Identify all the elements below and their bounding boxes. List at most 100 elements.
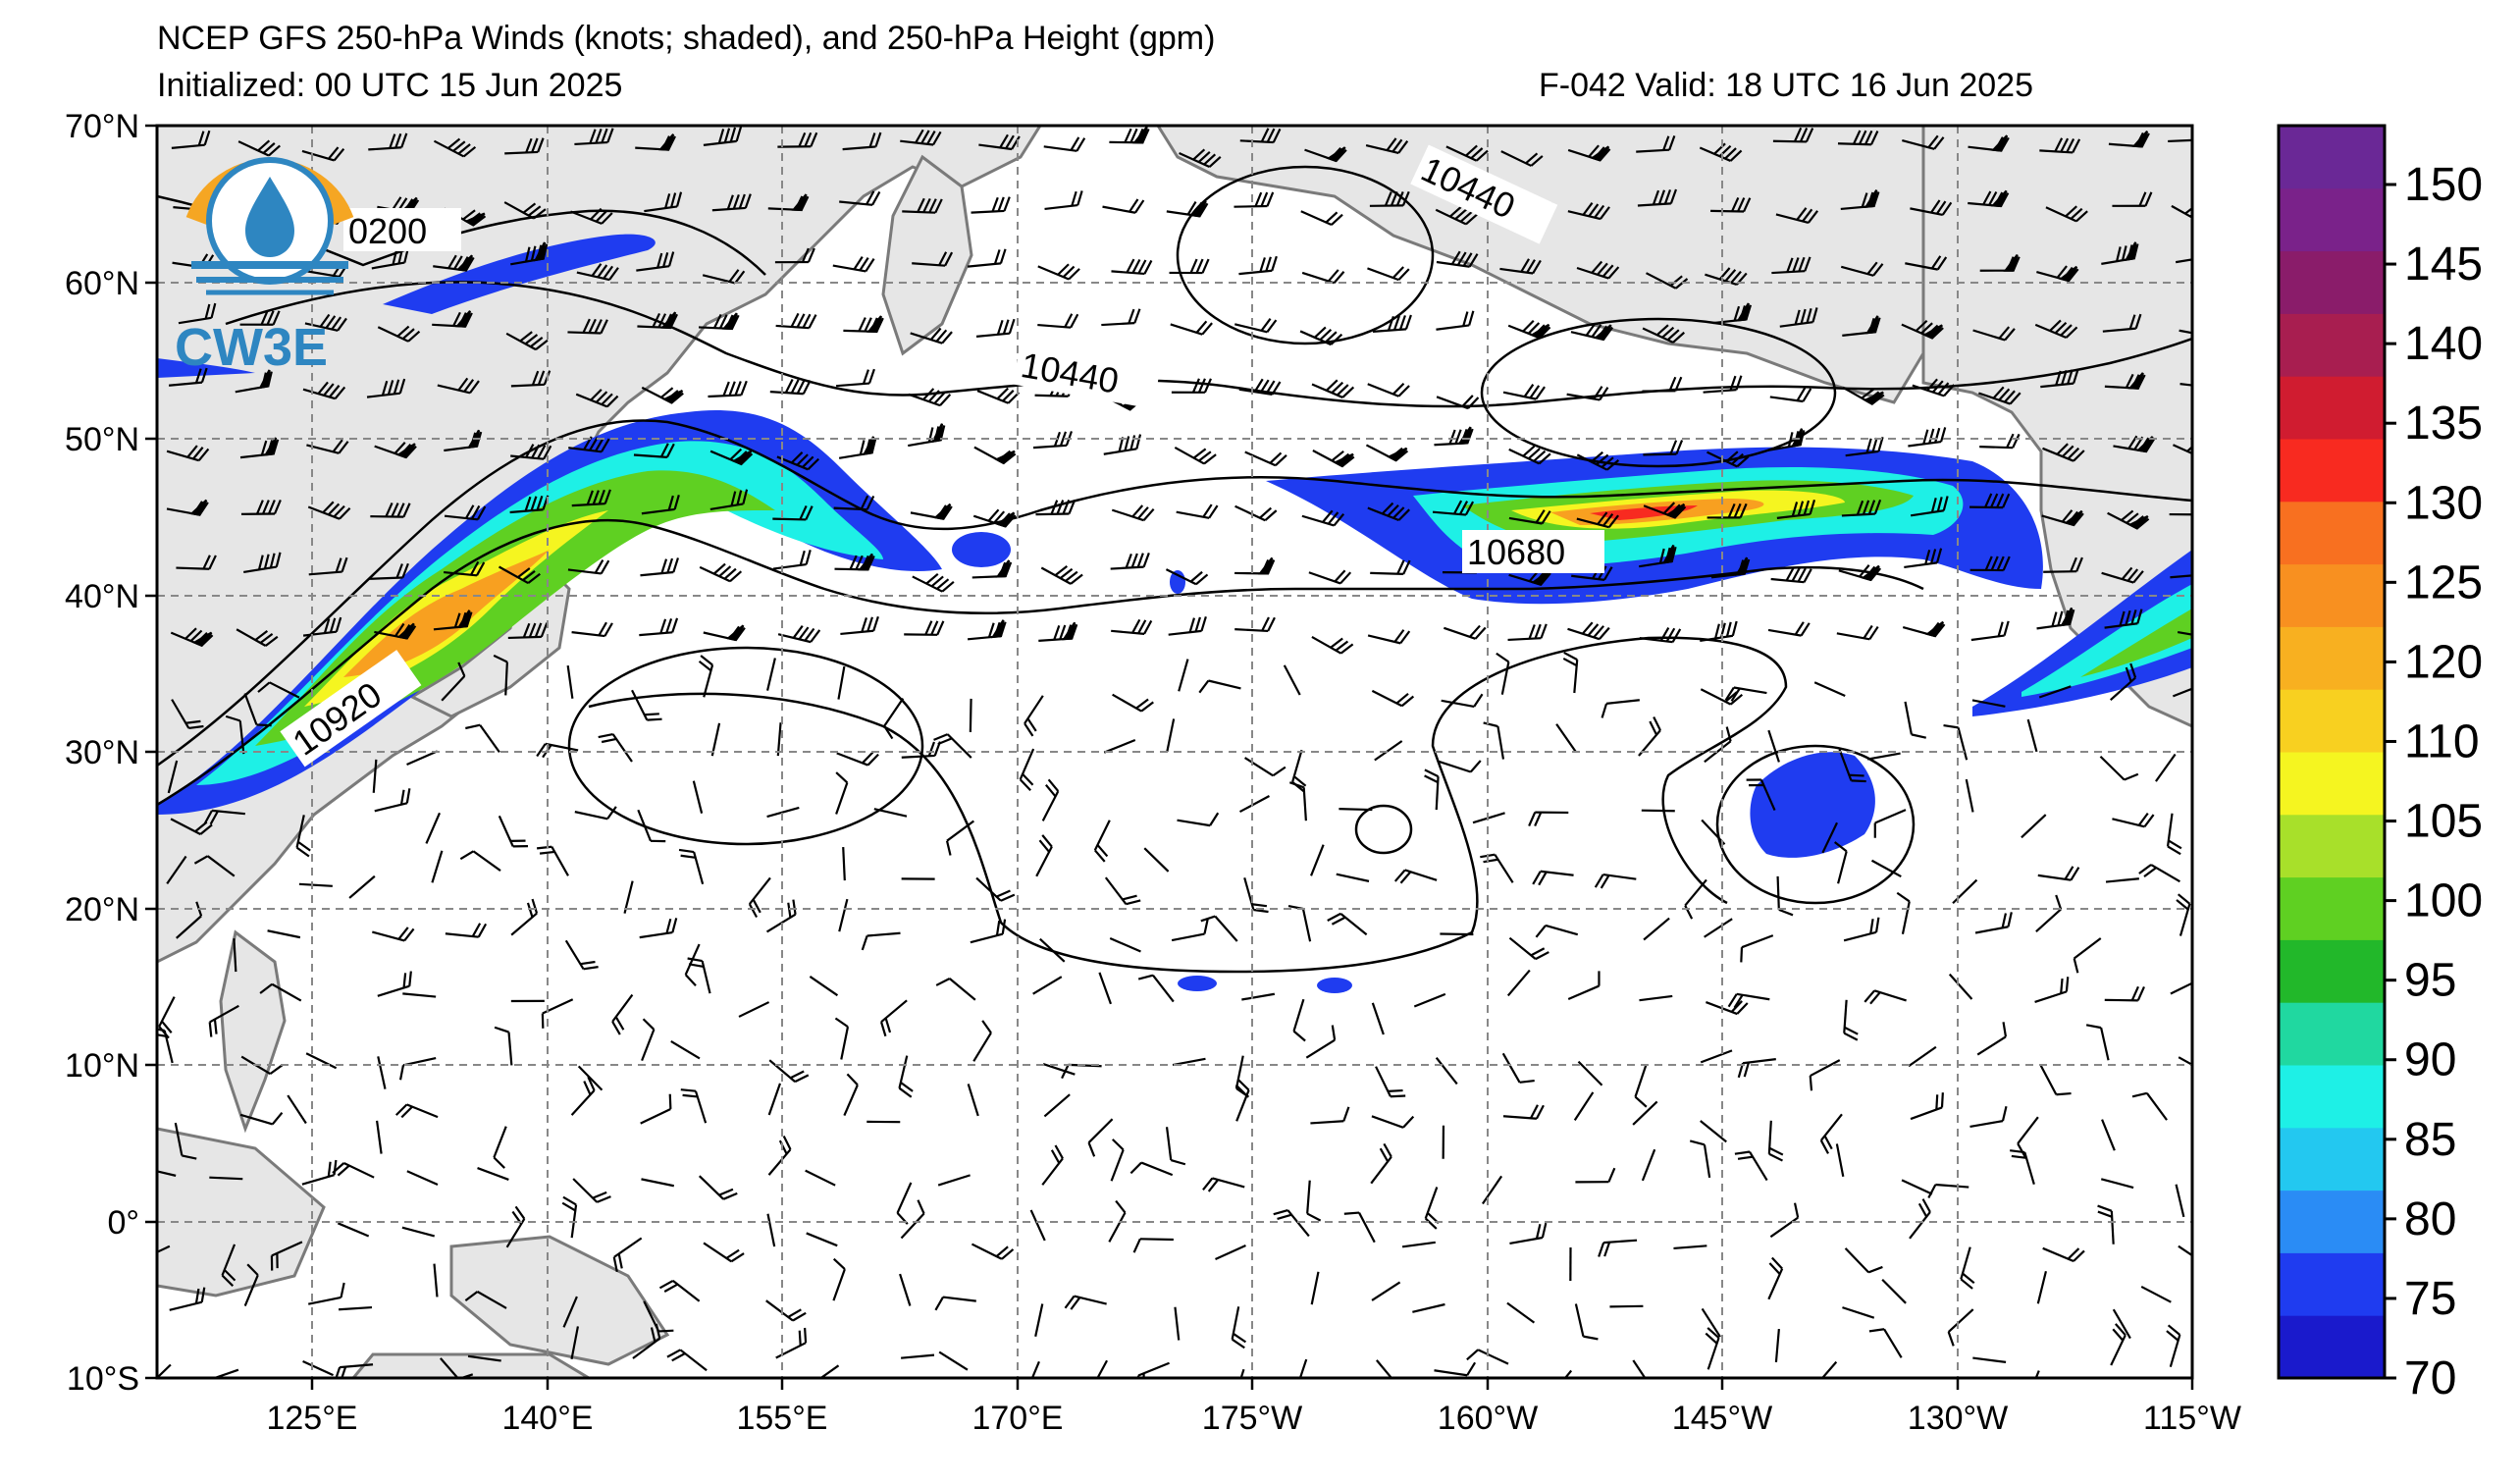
- wind-barb: [166, 855, 187, 885]
- wind-barb: [1908, 1045, 1937, 1068]
- speck-4: [1170, 570, 1185, 594]
- wind-barb: [1311, 635, 1354, 655]
- wind-barb: [611, 993, 634, 1035]
- wind-barb: [1376, 1359, 1399, 1378]
- cw3e-logo: CW3E: [175, 157, 354, 377]
- wind-barb: [1306, 1180, 1322, 1222]
- wind-barb: [339, 1305, 373, 1311]
- lon-label-130w: 130°W: [1908, 1400, 2008, 1437]
- wind-barb: [2110, 662, 2137, 701]
- wind-barb: [237, 139, 281, 157]
- wind-barb: [1310, 1106, 1350, 1125]
- wind-barb: [1978, 386, 2021, 405]
- wind-barb: [1374, 740, 1403, 762]
- wind-barb: [767, 1083, 782, 1116]
- colorbar-swatch: [2279, 876, 2385, 940]
- wind-barb: [2173, 440, 2192, 460]
- speck-1: [952, 532, 1011, 567]
- wind-barb: [908, 388, 952, 407]
- wind-barb: [1310, 1271, 1320, 1305]
- wind-barb: [1170, 320, 1213, 336]
- wind-barb: [1840, 261, 1884, 277]
- wind-barb: [1947, 1308, 1974, 1347]
- wind-barb: [910, 503, 953, 520]
- wind-barb: [1639, 545, 1677, 568]
- wind-barb: [1375, 1066, 1406, 1098]
- wind-barb: [1508, 936, 1549, 961]
- wind-barb: [1166, 200, 1209, 218]
- wind-barb: [842, 847, 846, 881]
- wind-barb: [1171, 378, 1212, 394]
- wind-barb: [243, 1263, 259, 1306]
- wind-barb: [1809, 1059, 1841, 1091]
- wind-barb: [493, 1126, 507, 1169]
- wind-barb: [1727, 992, 1770, 1009]
- wind-barb: [1843, 999, 1859, 1041]
- wind-barb: [374, 788, 411, 813]
- wind-barb: [1706, 503, 1748, 519]
- wind-barb: [899, 1273, 912, 1306]
- colorbar-label: 100: [2404, 875, 2483, 927]
- wind-barb: [1432, 500, 1475, 516]
- wind-barb: [1700, 688, 1744, 706]
- wind-barb: [1770, 566, 1812, 584]
- wind-barb: [1641, 809, 1675, 813]
- wind-barb: [1705, 1327, 1720, 1370]
- colorbar-swatch: [2279, 1002, 2385, 1066]
- wind-barb: [2107, 509, 2150, 530]
- wind-barb: [1684, 878, 1707, 920]
- wind-barb: [1370, 559, 1411, 575]
- wind-barb: [1501, 1052, 1535, 1084]
- wind-barb: [366, 378, 406, 398]
- wind-barb: [2036, 265, 2079, 283]
- wind-barb: [1110, 552, 1150, 570]
- wind-barb: [1532, 870, 1574, 886]
- wind-barb: [308, 1282, 345, 1305]
- wind-barb: [2024, 1370, 2040, 1378]
- wind-barb: [1910, 496, 1949, 517]
- wind-barb: [1771, 256, 1811, 275]
- wind-barb: [1704, 726, 1732, 764]
- wind-barb: [1840, 189, 1880, 211]
- wind-barb: [1772, 127, 1814, 143]
- wind-barb: [766, 1213, 776, 1247]
- wind-barb: [1037, 313, 1079, 329]
- wind-barb: [1019, 748, 1035, 792]
- wind-barb: [2039, 137, 2081, 154]
- wind-barb: [908, 423, 946, 448]
- wind-barb: [1703, 375, 1743, 394]
- wind-barb: [901, 1353, 935, 1359]
- wind-barb: [1701, 819, 1726, 845]
- wind-barb: [2104, 985, 2145, 1002]
- wind-barb: [1371, 1002, 1385, 1035]
- wind-barb: [1273, 1209, 1310, 1238]
- wind-barb: [2037, 866, 2080, 881]
- wind-barb: [832, 255, 875, 273]
- wind-barb: [1109, 126, 1150, 144]
- wind-barb: [203, 809, 245, 825]
- wind-barb: [1234, 616, 1276, 633]
- wind-barb: [1734, 1150, 1768, 1182]
- wind-barb: [710, 722, 721, 757]
- wind-barb: [1412, 1302, 1445, 1313]
- wind-barb: [1508, 568, 1551, 587]
- wind-barb: [738, 1001, 770, 1018]
- wind-barb: [832, 1257, 846, 1301]
- wind-barb: [2140, 1285, 2172, 1303]
- wind-barb: [1089, 1359, 1109, 1378]
- wind-barb: [680, 1088, 708, 1124]
- wind-barb: [301, 146, 345, 162]
- wind-barb: [433, 1263, 439, 1298]
- philippines: [219, 929, 287, 1134]
- wind-barb: [1643, 917, 1670, 941]
- wind-barb: [374, 442, 417, 459]
- wind-barb: [375, 1120, 383, 1154]
- wind-barb: [967, 248, 1007, 268]
- wind-barb: [406, 750, 439, 767]
- lon-label-175w: 175°W: [1202, 1400, 1302, 1437]
- wind-barb: [1502, 384, 1546, 400]
- wind-barb: [900, 1199, 925, 1240]
- colorbar-label: 125: [2404, 556, 2483, 609]
- wind-barb: [1837, 130, 1879, 146]
- wind-barb: [372, 927, 415, 942]
